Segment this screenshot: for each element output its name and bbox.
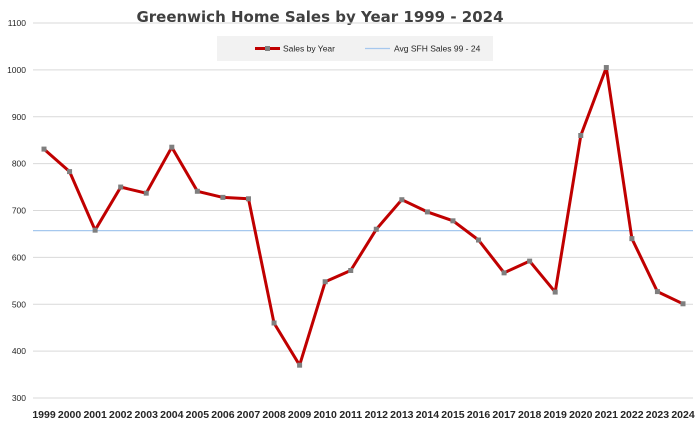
legend: Sales by Year Avg SFH Sales 99 - 24: [217, 36, 493, 61]
y-tick-label: 600: [12, 252, 26, 262]
sales-point: [118, 184, 124, 190]
sales-point: [297, 362, 303, 368]
sales-point: [67, 169, 73, 175]
gridlines: [33, 22, 693, 399]
sales-point: [527, 258, 533, 264]
legend-label-sales: Sales by Year: [283, 44, 335, 54]
sales-point: [552, 289, 558, 295]
sales-point: [424, 209, 430, 215]
sales-point: [322, 279, 328, 285]
x-tick-label: 2010: [313, 409, 337, 421]
sales-point: [41, 146, 47, 152]
x-tick-label: 2015: [441, 409, 465, 421]
sales-point: [629, 236, 635, 242]
x-tick-label: 2016: [467, 409, 491, 421]
series-layer: [33, 65, 693, 368]
x-tick-label: 2001: [83, 409, 107, 421]
sales-point: [143, 190, 149, 196]
sales-line: [43, 66, 684, 367]
x-tick-label: 2004: [160, 409, 184, 421]
x-tick-label: 2017: [492, 409, 516, 421]
x-tick-label: 2009: [288, 409, 312, 421]
y-tick-label: 1000: [7, 65, 26, 75]
x-tick-label: 2008: [262, 409, 286, 421]
sales-point: [501, 270, 507, 276]
sales-point: [348, 268, 354, 273]
x-tick-label: 2011: [339, 409, 362, 421]
sales-point: [245, 196, 251, 202]
sales-point: [169, 144, 175, 150]
sales-point: [603, 65, 609, 71]
sales-point: [476, 237, 482, 243]
sales-point: [92, 227, 98, 233]
y-tick-label: 300: [12, 393, 26, 403]
sales-point: [220, 194, 226, 200]
x-tick-label: 2019: [544, 409, 568, 421]
x-tick-label: 2006: [211, 409, 235, 421]
sales-point: [399, 197, 405, 203]
x-tick-label: 1999: [32, 409, 56, 421]
legend-label-average: Avg SFH Sales 99 - 24: [394, 44, 481, 54]
x-tick-label: 2022: [620, 409, 644, 421]
legend-marker-sales: [265, 46, 270, 51]
sales-point: [578, 133, 584, 138]
x-tick-label: 2024: [671, 409, 695, 421]
x-tick-label: 2023: [646, 409, 670, 421]
y-tick-label: 800: [12, 159, 26, 169]
x-tick-label: 2002: [109, 409, 133, 421]
sales-point: [680, 301, 686, 307]
y-tick-label: 500: [12, 299, 26, 309]
sales-point: [194, 188, 200, 194]
x-tick-label: 2007: [237, 409, 261, 421]
x-tick-label: 2014: [416, 409, 440, 421]
x-axis: 1999 2000 2001 2002 2003 2004 2005 2006 2007 2008…: [32, 409, 695, 421]
sales-point: [271, 320, 277, 326]
y-tick-label: 400: [12, 346, 26, 356]
x-tick-label: 2018: [518, 409, 542, 421]
sales-point: [373, 226, 379, 232]
x-tick-label: 2020: [569, 409, 593, 421]
sales-point: [450, 218, 456, 224]
y-tick-label: 700: [12, 206, 26, 216]
y-tick-label: 1100: [8, 18, 27, 28]
x-tick-label: 2013: [390, 409, 414, 421]
chart-title: Greenwich Home Sales by Year 1999 - 2024: [136, 8, 503, 26]
x-tick-label: 2003: [135, 409, 159, 421]
x-tick-label: 2012: [365, 409, 389, 421]
sales-point: [654, 289, 660, 295]
y-tick-label: 900: [12, 112, 26, 122]
x-tick-label: 2005: [186, 409, 210, 421]
y-axis: 300 400 500 600 700 800 900 1000 1100: [7, 18, 26, 403]
x-tick-label: 2021: [595, 409, 619, 421]
x-tick-label: 2000: [58, 409, 82, 421]
